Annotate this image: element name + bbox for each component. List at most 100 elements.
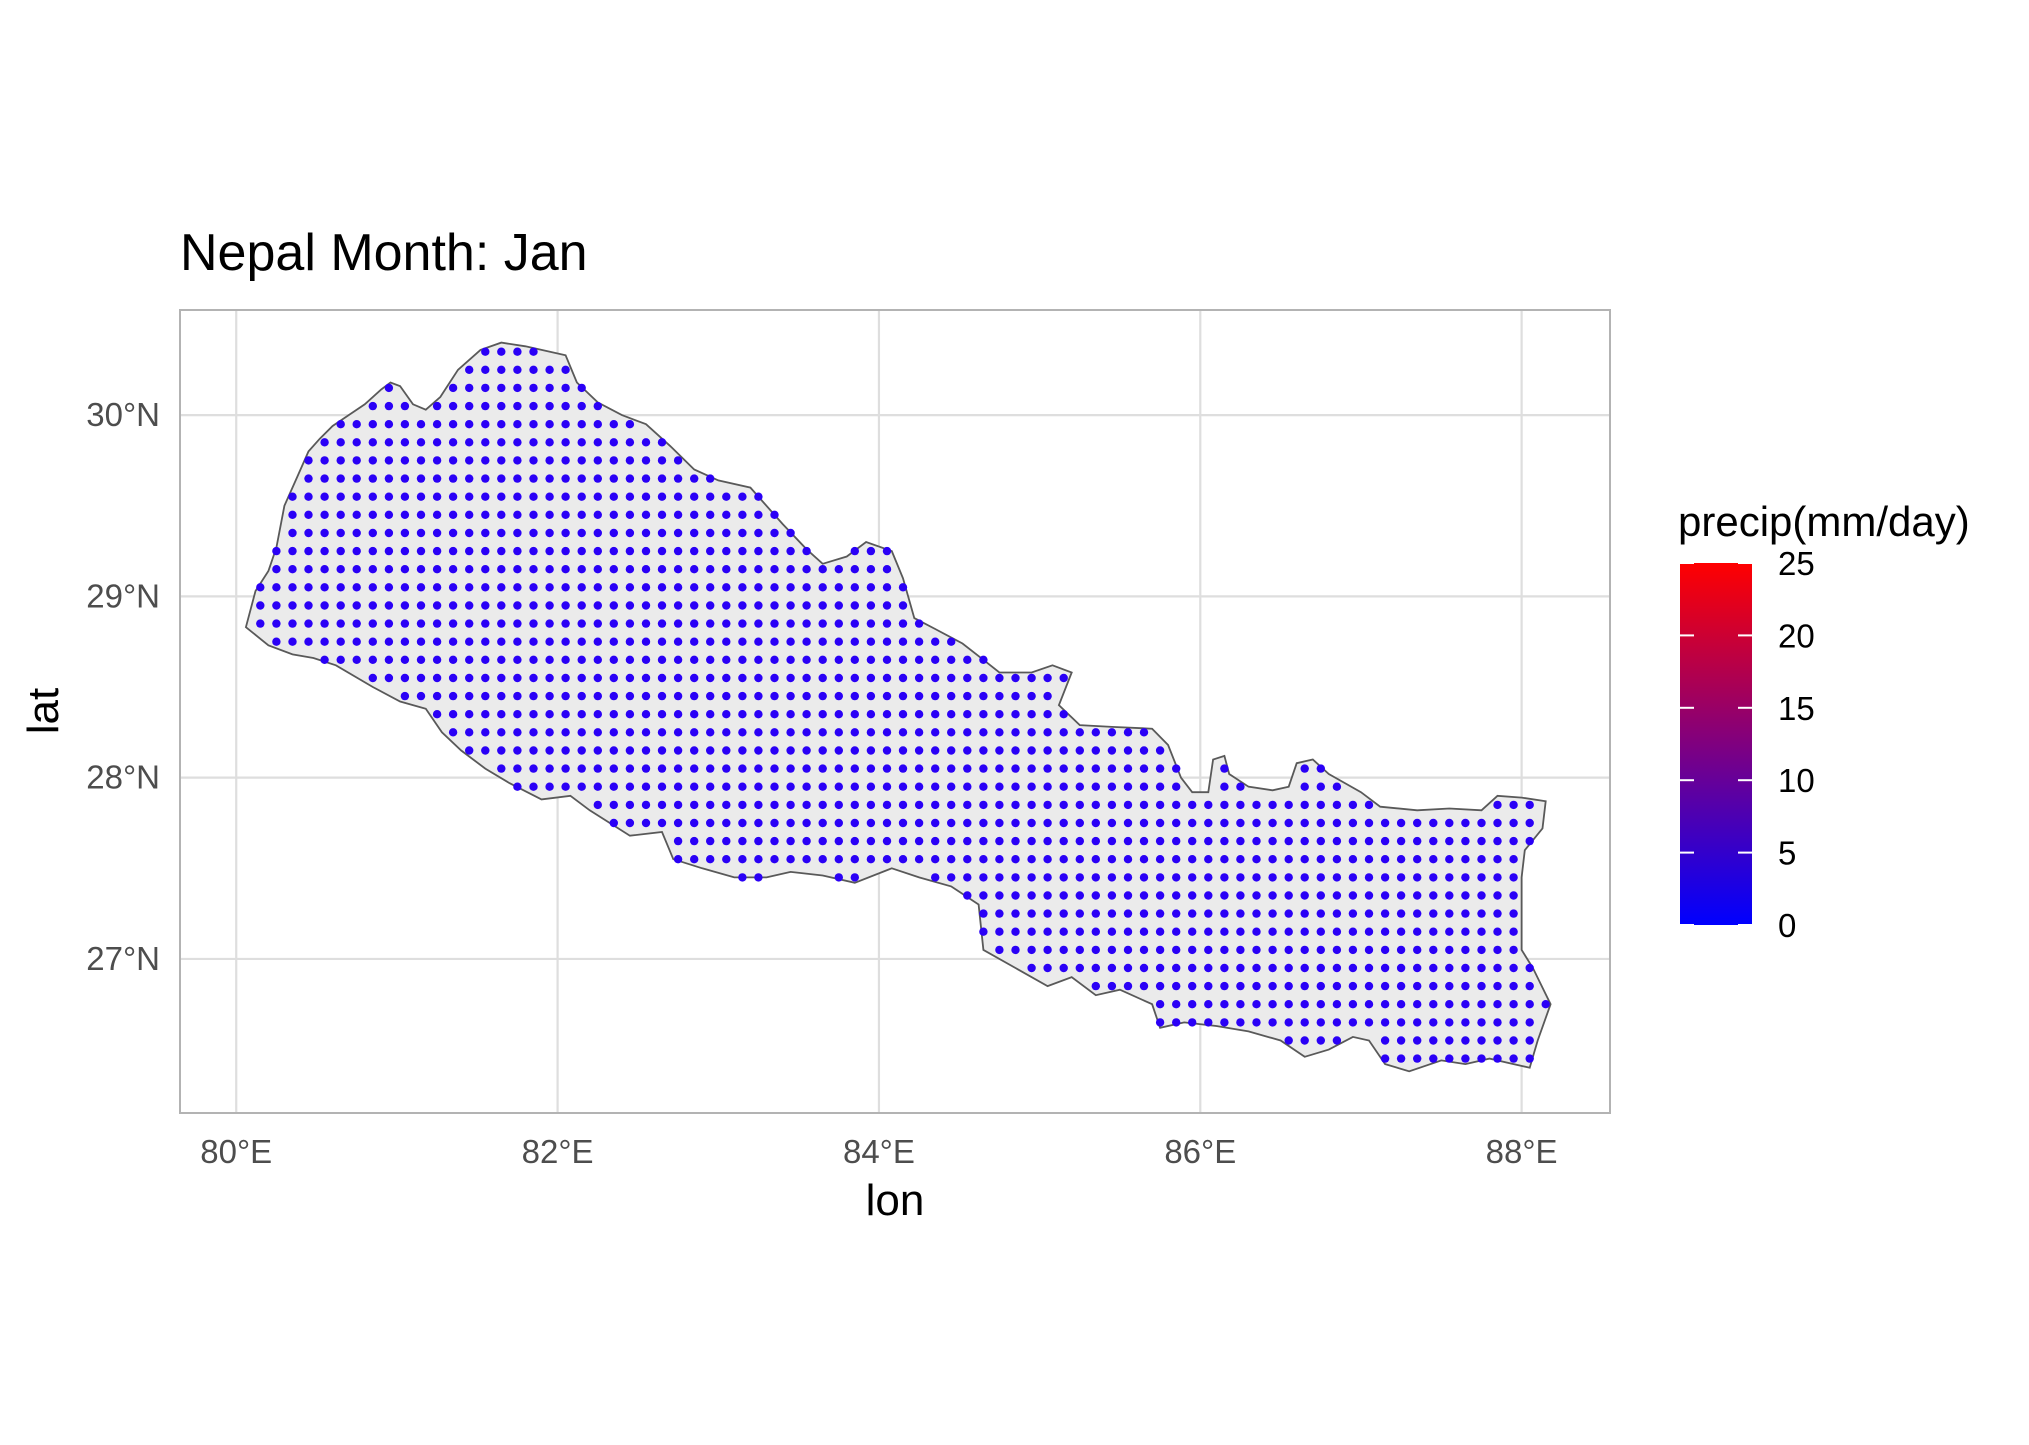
precip-point bbox=[513, 764, 522, 773]
precip-point bbox=[1107, 945, 1117, 955]
precip-point bbox=[545, 710, 554, 719]
precip-point bbox=[545, 746, 554, 755]
precip-point bbox=[1396, 981, 1406, 991]
precip-point bbox=[673, 565, 683, 574]
precip-point bbox=[786, 546, 795, 556]
precip-point bbox=[1477, 963, 1486, 973]
precip-point bbox=[625, 492, 635, 501]
precip-point bbox=[754, 764, 763, 773]
precip-point bbox=[1075, 927, 1085, 936]
precip-point bbox=[963, 855, 972, 864]
precip-point bbox=[1139, 764, 1149, 773]
precip-point bbox=[513, 782, 522, 791]
precip-point bbox=[465, 601, 474, 610]
precip-point bbox=[593, 420, 602, 429]
precip-point bbox=[1332, 1036, 1342, 1045]
precip-point bbox=[529, 583, 538, 592]
precip-point bbox=[1413, 963, 1422, 973]
precip-point bbox=[577, 691, 586, 701]
precip-point bbox=[400, 601, 410, 610]
precip-point bbox=[931, 691, 940, 701]
precip-point bbox=[577, 528, 586, 538]
precip-point bbox=[995, 728, 1004, 737]
precip-point bbox=[1059, 909, 1068, 918]
precip-point bbox=[384, 546, 394, 556]
precip-point bbox=[1493, 836, 1502, 846]
precip-point bbox=[914, 728, 924, 737]
precip-point bbox=[738, 800, 747, 810]
precip-point bbox=[1493, 800, 1502, 810]
precip-point bbox=[352, 492, 361, 501]
precip-point bbox=[786, 637, 795, 646]
precip-point bbox=[1316, 800, 1326, 810]
precip-point bbox=[1461, 873, 1470, 882]
precip-point bbox=[931, 836, 940, 846]
precip-point bbox=[834, 655, 843, 664]
precip-point bbox=[1413, 1018, 1422, 1027]
precip-point bbox=[1284, 836, 1293, 846]
precip-point bbox=[1123, 873, 1133, 882]
precip-point bbox=[979, 655, 988, 664]
precip-point bbox=[931, 873, 940, 882]
precip-point bbox=[1525, 963, 1534, 973]
precip-point bbox=[657, 691, 667, 701]
precip-point bbox=[529, 510, 538, 519]
legend-tick-label: 15 bbox=[1778, 690, 1815, 727]
precip-point bbox=[416, 637, 426, 646]
precip-point bbox=[1445, 945, 1454, 955]
precip-point bbox=[1155, 1000, 1165, 1009]
precip-point bbox=[738, 818, 747, 828]
precip-point bbox=[690, 601, 699, 610]
precip-point bbox=[866, 619, 876, 628]
precip-point bbox=[802, 710, 811, 719]
precip-point bbox=[1509, 927, 1518, 936]
precip-point bbox=[706, 746, 715, 755]
precip-point bbox=[497, 401, 506, 411]
legend-tick-label: 5 bbox=[1778, 835, 1796, 872]
precip-point bbox=[336, 492, 345, 501]
precip-point bbox=[1220, 963, 1229, 973]
precip-point bbox=[416, 546, 426, 556]
precip-point bbox=[770, 637, 779, 646]
precip-point bbox=[1204, 873, 1213, 882]
precip-point bbox=[1172, 800, 1181, 810]
precip-point bbox=[786, 565, 795, 574]
precip-point bbox=[352, 438, 361, 447]
precip-point bbox=[770, 691, 779, 701]
precip-point bbox=[657, 710, 667, 719]
precip-point bbox=[1172, 927, 1181, 936]
precip-point bbox=[529, 655, 538, 664]
legend-tick-label: 10 bbox=[1778, 762, 1815, 799]
precip-point bbox=[561, 492, 570, 501]
precip-point bbox=[1509, 891, 1518, 900]
precip-point bbox=[577, 401, 586, 411]
precip-point bbox=[850, 655, 859, 664]
precip-point bbox=[738, 836, 747, 846]
precip-point bbox=[850, 619, 859, 628]
precip-point bbox=[657, 782, 667, 791]
precip-point bbox=[657, 673, 667, 683]
precip-point bbox=[1509, 1018, 1518, 1027]
precip-point bbox=[609, 456, 618, 465]
precip-point bbox=[304, 474, 313, 483]
precip-point bbox=[1091, 909, 1101, 918]
precip-point bbox=[304, 583, 313, 592]
precip-point bbox=[432, 401, 442, 411]
precip-point bbox=[641, 619, 651, 628]
precip-point bbox=[1348, 836, 1358, 846]
precip-point bbox=[432, 710, 442, 719]
precip-point bbox=[320, 456, 329, 465]
precip-point bbox=[673, 601, 683, 610]
precip-point bbox=[1091, 728, 1101, 737]
precip-point bbox=[1075, 873, 1085, 882]
precip-point bbox=[352, 601, 361, 610]
precip-point bbox=[802, 746, 811, 755]
precip-point bbox=[497, 565, 506, 574]
precip-point bbox=[304, 456, 313, 465]
precip-point bbox=[1364, 963, 1374, 973]
precip-point bbox=[448, 528, 458, 538]
precip-point bbox=[995, 873, 1004, 882]
precip-point bbox=[368, 401, 377, 411]
precip-point bbox=[1027, 927, 1036, 936]
precip-point bbox=[416, 456, 426, 465]
